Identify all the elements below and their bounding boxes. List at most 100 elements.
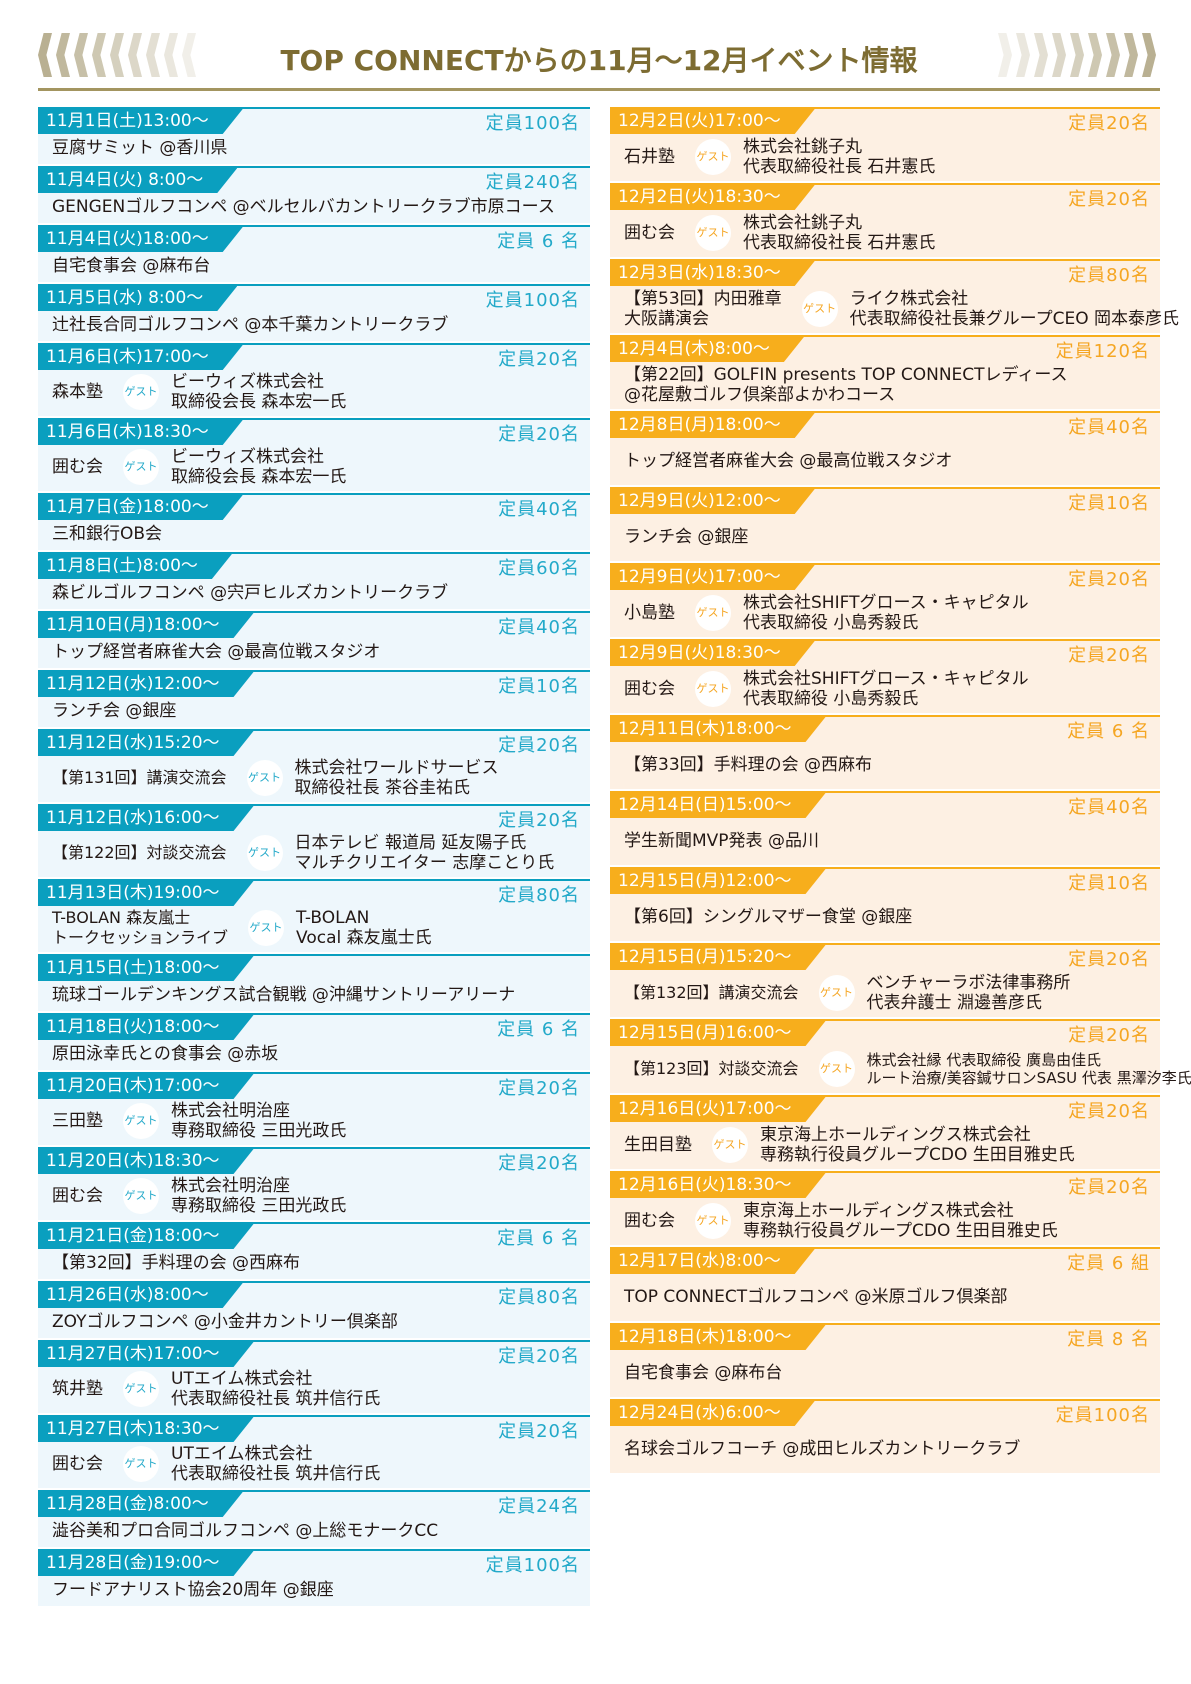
event-body: 【第53回】内田雅章 大阪講演会 ゲスト ライク株式会社 代表取締役社長兼グループCEO… xyxy=(610,286,1179,333)
event-date: 12月11日(木)18:00〜 xyxy=(610,717,826,742)
event-title: 囲む会 xyxy=(624,223,675,243)
event-date: 11月8日(土)8:00〜 xyxy=(38,554,232,579)
event-capacity: 定員10名 xyxy=(498,675,580,697)
event-date: 12月24日(水)6:00〜 xyxy=(610,1401,815,1426)
event-title: 【第131回】講演交流会 xyxy=(52,768,227,788)
event-item: 11月21日(金)18:00〜 定員 6 名【第32回】手料理の会 @西麻布 xyxy=(38,1222,590,1279)
event-date: 12月2日(火)17:00〜 xyxy=(610,109,815,134)
event-title: 自宅食事会 @麻布台 xyxy=(52,256,210,276)
event-date: 11月20日(木)17:00〜 xyxy=(38,1074,254,1099)
event-header: 11月15日(土)18:00〜 xyxy=(38,956,590,981)
event-title-line: 三和銀行OB会 xyxy=(52,524,163,544)
event-header: 12月16日(火)17:00〜 定員20名 xyxy=(610,1097,1160,1122)
event-title: 豆腐サミット @香川県 xyxy=(52,138,227,158)
guest-line: 日本テレビ 報道局 延友陽子氏 xyxy=(294,833,527,853)
event-body: 囲む会 ゲスト 株式会社銚子丸 代表取締役社長 石井憲氏 xyxy=(610,210,1160,257)
event-capacity: 定員20名 xyxy=(498,1420,580,1442)
event-title: 囲む会 xyxy=(624,1211,675,1231)
event-capacity: 定員 6 名 xyxy=(497,230,580,252)
event-title: 【第122回】対談交流会 xyxy=(52,843,227,863)
event-title-line: トークセッションライブ xyxy=(52,928,229,947)
event-title: 三和銀行OB会 xyxy=(52,524,162,544)
guest-info: 日本テレビ 報道局 延友陽子氏 マルチクリエイター 志摩ことり氏 xyxy=(295,833,555,873)
event-item: 12月15日(月)15:20〜 定員20名 【第132回】講演交流会 ゲスト ベンチャー… xyxy=(610,943,1160,1017)
event-item: 11月6日(木)18:30〜 定員20名 囲む会 ゲスト ビーウィズ株式会社 取締役会長 … xyxy=(38,418,590,491)
event-title: ランチ会 @銀座 xyxy=(624,527,748,547)
event-body: トップ経営者麻雀大会 @最高位戦スタジオ xyxy=(38,638,590,668)
guest-line: 株式会社銚子丸 xyxy=(743,136,862,157)
event-item: 11月7日(金)18:00〜 定員40名 三和銀行OB会 xyxy=(38,493,590,550)
event-item: 12月9日(火)18:30〜 定員20名 囲む会 ゲスト 株式会社SHIFTグロース・キ… xyxy=(610,639,1160,713)
event-date: 12月2日(火)18:30〜 xyxy=(610,185,815,210)
event-title-line: 【第131回】講演交流会 xyxy=(52,768,227,787)
event-title-line: 学生新聞MVP発表 @品川 xyxy=(624,830,819,851)
event-body: 森本塾 ゲスト ビーウィズ株式会社 取締役会長 森本宏一氏 xyxy=(38,370,590,416)
event-title: 三田塾 xyxy=(52,1111,103,1131)
guest-badge: ゲスト xyxy=(695,138,731,175)
event-item: 12月9日(火)12:00〜 定員10名 ランチ会 @銀座 xyxy=(610,487,1160,561)
event-title: 石井塾 xyxy=(624,147,675,167)
chevron-icon xyxy=(1106,33,1120,77)
event-item: 11月4日(火)18:00〜 定員 6 名自宅食事会 @麻布台 xyxy=(38,225,590,282)
event-header: 11月27日(木)17:00〜 定員20名 xyxy=(38,1342,590,1367)
event-body: 【第123回】対談交流会 ゲスト 株式会社縁 代表取締役 廣島由佳氏 ルート治療/美容… xyxy=(610,1046,1191,1093)
event-header: 12月2日(火)18:30〜 定員20名 xyxy=(610,185,1160,210)
guest-line: ルート治療/美容鍼サロンSASU 代表 黒澤汐李氏 xyxy=(866,1068,1191,1087)
event-item: 12月11日(木)18:00〜 定員 6 名【第33回】手料理の会 @西麻布 xyxy=(610,715,1160,789)
event-title: 【第6回】シングルマザー食堂 @銀座 xyxy=(624,907,912,927)
event-item: 11月13日(木)19:00〜 定員80名 T-BOLAN 森友嵐士 トークセッション… xyxy=(38,879,590,952)
event-title-line: 自宅食事会 @麻布台 xyxy=(624,1362,783,1383)
event-date: 12月9日(火)12:00〜 xyxy=(610,489,815,514)
guest-line: 株式会社SHIFTグロース・キャピタル xyxy=(743,668,1029,689)
guest-info: ビーウィズ株式会社 取締役会長 森本宏一氏 xyxy=(171,447,346,487)
event-title: 名球会ゴルフコーチ @成田ヒルズカントリークラブ xyxy=(624,1439,1020,1459)
event-item: 12月18日(木)18:00〜 定員 8 名自宅食事会 @麻布台 xyxy=(610,1323,1160,1397)
event-date: 11月10日(月)18:00〜 xyxy=(38,613,254,638)
event-body: 【第122回】対談交流会 ゲスト 日本テレビ 報道局 延友陽子氏 マルチクリエイター … xyxy=(38,831,590,877)
event-header: 12月16日(火)18:30〜 定員20名 xyxy=(610,1173,1160,1198)
event-item: 12月24日(水)6:00〜 定員100名 名球会ゴルフコーチ @成田ヒルズカントリ… xyxy=(610,1399,1160,1473)
guest-badge: ゲスト xyxy=(818,1050,855,1087)
event-capacity: 定員20名 xyxy=(1068,188,1150,210)
event-capacity: 定員24名 xyxy=(498,1495,580,1517)
event-body: 学生新聞MVP発表 @品川 xyxy=(610,818,1160,865)
event-header: 11月5日(水) 8:00〜 定員100名 xyxy=(38,286,590,311)
event-capacity: 定員80名 xyxy=(1068,264,1150,286)
chevron-icon xyxy=(38,33,52,77)
event-item: 11月12日(水)12:00〜 定員10名 ランチ会 @銀座 xyxy=(38,670,590,727)
event-body: 森ビルゴルフコンペ @宍戸ヒルズカントリークラブ xyxy=(38,579,590,609)
event-title-line: 【第22回】GOLFIN presents TOP CONNECTレディース xyxy=(624,364,1068,385)
event-capacity: 定員 8 名 xyxy=(1067,1328,1150,1350)
guest-info: 株式会社銚子丸 代表取締役社長 石井憲氏 xyxy=(743,213,935,253)
guest-info: 株式会社SHIFTグロース・キャピタル 代表取締役 小島秀毅氏 xyxy=(743,669,1029,709)
event-item: 11月26日(水)8:00〜 定員80名 ZOYゴルフコンペ @小金井カントリー倶楽… xyxy=(38,1281,590,1338)
event-item: 12月16日(火)18:30〜 定員20名 囲む会 ゲスト 東京海上ホールディングス株式… xyxy=(610,1171,1160,1245)
event-title: 学生新聞MVP発表 @品川 xyxy=(624,831,819,851)
event-date: 12月16日(火)17:00〜 xyxy=(610,1097,826,1122)
guest-badge: ゲスト xyxy=(246,835,283,871)
event-capacity: 定員10名 xyxy=(1068,872,1150,894)
event-capacity: 定員20名 xyxy=(1068,112,1150,134)
event-capacity: 定員20名 xyxy=(498,1345,580,1367)
chevron-decoration-right-icon xyxy=(998,33,1160,77)
event-item: 11月20日(木)18:30〜 定員20名 囲む会 ゲスト 株式会社明治座 専務取締役 三… xyxy=(38,1147,590,1220)
chevron-decoration-left-icon xyxy=(38,33,200,77)
guest-badge: ゲスト xyxy=(712,1126,748,1163)
event-date: 12月4日(木)8:00〜 xyxy=(610,337,804,362)
guest-line: 代表取締役社長 石井憲氏 xyxy=(743,232,936,253)
event-date: 11月13日(木)19:00〜 xyxy=(38,881,254,906)
event-body: 【第33回】手料理の会 @西麻布 xyxy=(610,742,1160,789)
event-title-line: 小島塾 xyxy=(624,602,675,623)
guest-line: 専務取締役 三田光政氏 xyxy=(171,1121,347,1141)
header-divider xyxy=(38,88,1160,91)
event-title-line: 筑井塾 xyxy=(52,1379,103,1399)
guest-line: T-BOLAN xyxy=(296,908,370,928)
guest-badge: ゲスト xyxy=(248,910,285,946)
event-title: 【第123回】対談交流会 xyxy=(624,1059,799,1079)
event-header: 11月1日(土)13:00〜 定員100名 xyxy=(38,109,590,134)
guest-line: 株式会社SHIFTグロース・キャピタル xyxy=(743,592,1029,613)
event-header: 11月12日(水)12:00〜 定員10名 xyxy=(38,672,590,697)
event-date: 12月15日(月)12:00〜 xyxy=(610,869,826,894)
event-body: 筑井塾 ゲスト UTエイム株式会社 代表取締役社長 筑井信行氏 xyxy=(38,1367,590,1413)
event-capacity: 定員40名 xyxy=(1068,796,1150,818)
